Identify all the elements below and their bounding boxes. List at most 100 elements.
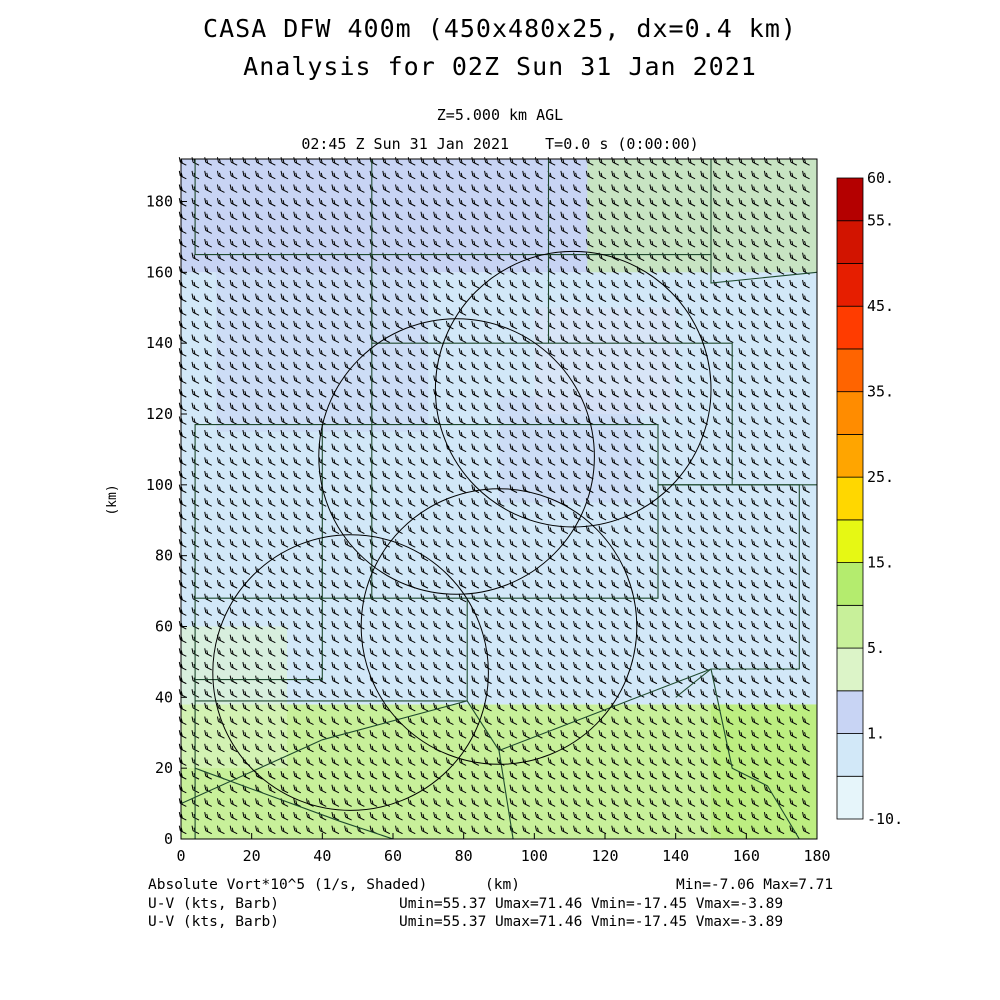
- wind-barb: [763, 580, 772, 589]
- wind-barb: [420, 702, 429, 712]
- wind-barb: [458, 498, 467, 507]
- wind-barb: [534, 675, 543, 685]
- wind-barb: [255, 198, 263, 207]
- y-tick-label: 60: [155, 618, 173, 636]
- wind-barb: [484, 266, 492, 275]
- wind-barb: [802, 361, 810, 371]
- wind-barb: [395, 334, 403, 344]
- wind-barb: [802, 648, 810, 657]
- wind-barb: [624, 170, 632, 180]
- y-axis-label: (km): [105, 484, 120, 515]
- wind-barb: [382, 375, 391, 384]
- wind-barb: [738, 730, 747, 739]
- wind-barb: [306, 429, 314, 439]
- wind-barb: [649, 661, 658, 671]
- colorbar-label: 15.: [867, 554, 894, 572]
- wind-barb: [242, 238, 251, 248]
- wind-barb: [789, 593, 798, 603]
- wind-barb: [267, 689, 276, 698]
- wind-barb: [382, 743, 391, 753]
- wind-barb: [674, 238, 683, 248]
- wind-barb: [598, 539, 607, 548]
- wind-barb: [216, 266, 225, 275]
- wind-barb: [763, 348, 772, 357]
- wind-barb: [458, 279, 467, 289]
- wind-barb: [395, 511, 403, 521]
- wind-barb: [445, 648, 454, 657]
- wind-barb: [611, 661, 620, 671]
- wind-barb: [229, 702, 238, 712]
- wind-barb: [763, 361, 772, 371]
- wind-barb: [395, 825, 403, 835]
- wind-barb: [662, 620, 670, 630]
- wind-barb: [407, 470, 416, 480]
- wind-barb: [267, 238, 276, 248]
- wind-barb: [420, 252, 429, 262]
- wind-barb: [255, 238, 263, 248]
- wind-barb: [407, 348, 416, 357]
- wind-barb: [344, 320, 352, 330]
- wind-barb: [522, 348, 530, 357]
- wind-barb: [407, 552, 416, 562]
- wind-barb: [700, 798, 709, 807]
- wind-barb: [560, 811, 569, 821]
- wind-barb: [445, 511, 454, 521]
- wind-barb: [407, 484, 416, 494]
- wind-barb: [700, 211, 709, 221]
- county-line: [498, 668, 712, 752]
- wind-barb: [636, 511, 645, 521]
- wind-barb: [293, 334, 302, 344]
- wind-barb: [687, 402, 696, 412]
- wind-barb: [573, 566, 581, 575]
- wind-barb: [624, 607, 632, 616]
- wind-barb: [242, 689, 251, 698]
- wind-barb: [522, 320, 530, 330]
- wind-barb: [687, 361, 696, 371]
- wind-barb: [725, 825, 734, 835]
- wind-barb: [560, 648, 569, 657]
- wind-barb: [229, 784, 238, 794]
- wind-barb: [509, 334, 518, 344]
- wind-barb: [674, 498, 683, 507]
- wind-barb: [802, 757, 810, 766]
- wind-barb: [216, 334, 225, 344]
- wind-barb: [445, 198, 454, 207]
- wind-barb: [484, 402, 492, 412]
- wind-barb: [534, 470, 543, 480]
- wind-barb: [433, 757, 441, 766]
- wind-barb: [420, 279, 429, 289]
- wind-barb: [458, 184, 467, 193]
- wind-barb: [204, 525, 212, 534]
- wind-barb: [738, 238, 747, 248]
- wind-barb: [267, 157, 276, 166]
- wind-barb: [369, 620, 378, 630]
- wind-barb: [242, 266, 251, 275]
- wind-barb: [318, 730, 327, 739]
- wind-barb: [433, 607, 441, 616]
- wind-barb: [560, 607, 569, 616]
- wind-barb: [458, 539, 467, 548]
- wind-barb: [585, 675, 594, 685]
- wind-barb: [534, 743, 543, 753]
- wind-barb: [789, 184, 798, 193]
- wind-barb: [560, 320, 569, 330]
- wind-barb: [700, 825, 709, 835]
- wind-barb: [420, 757, 429, 766]
- wind-barb: [547, 607, 556, 616]
- wind-barb: [306, 307, 314, 316]
- wind-barb: [802, 375, 810, 384]
- wind-barb: [458, 361, 467, 371]
- wind-barb: [763, 429, 772, 439]
- wind-barb: [280, 771, 289, 780]
- wind-barb: [789, 470, 798, 480]
- wind-barb: [229, 648, 238, 657]
- wind-barb: [496, 607, 505, 616]
- wind-barb: [331, 689, 340, 698]
- wind-barb: [763, 675, 772, 685]
- wind-barb: [763, 634, 772, 644]
- wind-barb: [395, 484, 403, 494]
- wind-barb: [445, 784, 454, 794]
- wind-barb: [471, 498, 480, 507]
- wind-barb: [611, 361, 620, 371]
- wind-barb: [255, 348, 263, 357]
